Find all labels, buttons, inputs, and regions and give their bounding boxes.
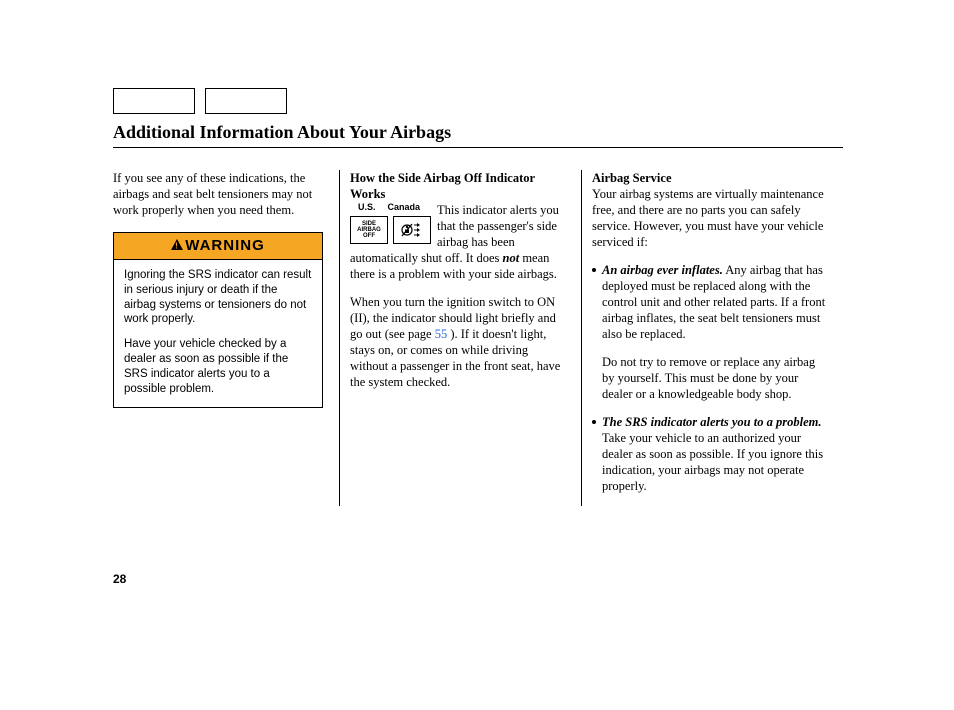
bullet-lead: The SRS indicator alerts you to a proble… bbox=[602, 415, 821, 429]
list-item: The SRS indicator alerts you to a proble… bbox=[592, 414, 828, 494]
page-ref-link[interactable]: 55 bbox=[435, 327, 448, 341]
list-item: An airbag ever inflates. Any airbag that… bbox=[592, 262, 828, 402]
column-1: If you see any of these indications, the… bbox=[113, 170, 339, 506]
icon-text: AIRBAG bbox=[357, 227, 381, 233]
indicator-us-icon: SIDE AIRBAG OFF bbox=[350, 216, 388, 244]
text: Do not try to remove or replace any airb… bbox=[602, 354, 828, 402]
svg-text:!: ! bbox=[175, 242, 179, 251]
warning-text-1: Ignoring the SRS indicator can result in… bbox=[124, 268, 312, 328]
airbag-service-intro: Your airbag systems are virtually mainte… bbox=[592, 186, 828, 250]
emphasis-not: not bbox=[503, 251, 520, 265]
header-tab-boxes bbox=[113, 88, 843, 114]
column-2: How the Side Airbag Off Indicator Works … bbox=[339, 170, 581, 506]
label-us: U.S. bbox=[358, 202, 376, 214]
text: Take your vehicle to an authorized your … bbox=[602, 431, 823, 493]
warning-box: ! WARNING Ignoring the SRS indicator can… bbox=[113, 232, 323, 408]
column-3: Airbag Service Your airbag systems are v… bbox=[581, 170, 828, 506]
page-title: Additional Information About Your Airbag… bbox=[113, 122, 843, 148]
warning-body: Ignoring the SRS indicator can result in… bbox=[114, 260, 322, 408]
side-airbag-p2: When you turn the ignition switch to ON … bbox=[350, 294, 565, 390]
tab-box bbox=[205, 88, 287, 114]
warning-header: ! WARNING bbox=[114, 233, 322, 260]
indicator-canada-icon bbox=[393, 216, 431, 244]
page-number: 28 bbox=[113, 572, 126, 586]
airbag-service-heading: Airbag Service bbox=[592, 170, 828, 186]
warning-label: WARNING bbox=[185, 237, 265, 254]
warning-text-2: Have your vehicle checked by a dealer as… bbox=[124, 337, 312, 397]
indicator-icons-block: U.S. Canada SIDE AIRBAG OFF bbox=[350, 202, 431, 244]
icon-text: OFF bbox=[357, 233, 381, 239]
intro-text: If you see any of these indications, the… bbox=[113, 170, 323, 218]
bullet-lead: An airbag ever inflates. bbox=[602, 263, 723, 277]
tab-box bbox=[113, 88, 195, 114]
side-airbag-heading: How the Side Airbag Off Indicator Works bbox=[350, 170, 565, 202]
label-canada: Canada bbox=[388, 202, 421, 214]
warning-triangle-icon: ! bbox=[171, 236, 183, 255]
